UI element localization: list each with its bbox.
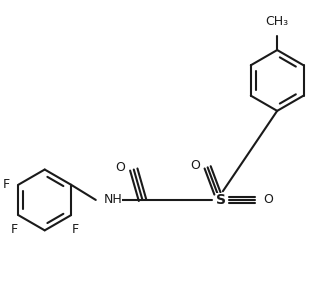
Text: F: F [3,178,10,191]
Text: F: F [11,223,17,236]
Text: S: S [216,193,226,207]
Text: O: O [263,194,273,206]
Text: O: O [190,159,200,172]
Text: F: F [72,223,79,236]
Text: O: O [115,161,125,174]
Text: CH₃: CH₃ [266,15,289,28]
Text: NH: NH [103,194,122,206]
